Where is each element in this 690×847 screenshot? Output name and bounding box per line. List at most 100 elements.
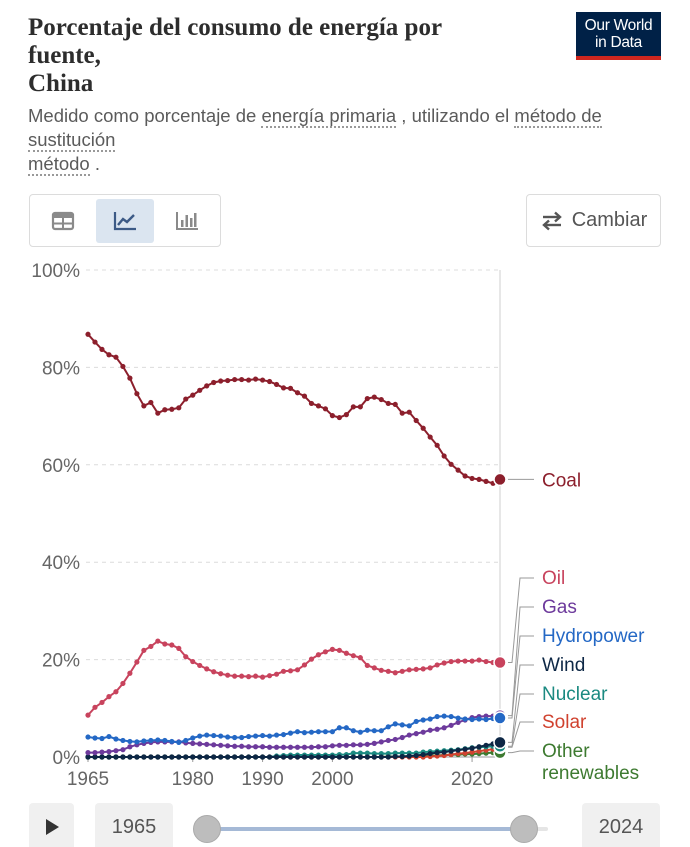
data-point: [218, 742, 224, 748]
tab-table[interactable]: [34, 199, 93, 243]
data-point: [280, 385, 287, 391]
subtitle-text-2: , utilizando el: [396, 105, 515, 126]
data-point: [246, 733, 252, 740]
data-point: [413, 731, 419, 737]
timeline-start-handle[interactable]: [193, 815, 221, 843]
data-point: [190, 740, 196, 746]
data-point: [322, 729, 329, 735]
timeline-track[interactable]: [208, 827, 524, 831]
data-point: [169, 754, 175, 760]
data-point: [148, 754, 154, 760]
data-point: [176, 405, 182, 411]
data-point: [434, 662, 440, 668]
data-point: [448, 658, 454, 665]
bar-chart-icon: [175, 212, 198, 230]
label-nuclear: Nuclear: [508, 684, 608, 747]
data-point: [406, 732, 412, 738]
data-point: [420, 717, 426, 723]
data-point: [392, 670, 398, 676]
start-year[interactable]: 1965: [95, 803, 173, 847]
data-point: [106, 754, 112, 760]
data-point: [420, 751, 426, 758]
data-point: [364, 750, 370, 756]
data-point: [357, 404, 363, 410]
data-point: [162, 737, 168, 744]
data-point: [469, 716, 475, 723]
play-icon: [45, 819, 59, 835]
data-point: [406, 409, 412, 415]
data-point: [211, 742, 217, 748]
label-connector: [508, 750, 534, 754]
series-oil: [85, 638, 507, 718]
data-point: [197, 733, 203, 739]
data-point: [239, 376, 245, 383]
data-point: [378, 754, 384, 760]
data-point: [378, 667, 384, 673]
timeline-end-handle[interactable]: [510, 815, 538, 843]
data-point: [99, 735, 105, 742]
data-point: [176, 754, 182, 760]
data-point: [127, 738, 133, 745]
data-point: [266, 378, 273, 385]
x-tick-label: 2000: [311, 769, 353, 790]
data-point: [427, 750, 433, 757]
tab-chart[interactable]: [95, 199, 155, 243]
data-point: [99, 749, 105, 755]
view-tabs: [29, 194, 221, 247]
data-point: [204, 754, 210, 760]
data-point: [183, 396, 189, 402]
data-point: [273, 671, 280, 677]
data-point: [120, 747, 126, 753]
primary-energy-link[interactable]: energía primaria: [261, 105, 397, 128]
data-point: [329, 646, 336, 652]
data-point: [162, 641, 168, 647]
data-point: [392, 721, 398, 727]
play-button[interactable]: [29, 803, 74, 847]
data-point: [469, 658, 475, 664]
data-point: [190, 735, 196, 741]
data-point: [315, 754, 322, 760]
data-point: [343, 650, 349, 656]
axes: 0% 20% 40% 60% 80% 100% 1965 1980 1990 2000 2020: [31, 261, 493, 790]
data-point: [462, 746, 468, 752]
data-point: [329, 729, 336, 735]
data-point: [441, 660, 447, 666]
series-label: Solar: [542, 712, 587, 733]
data-point: [308, 744, 315, 750]
data-point: [197, 754, 203, 760]
line-chart-icon: [113, 212, 136, 231]
data-point: [455, 719, 461, 726]
data-point: [448, 722, 454, 728]
method-link[interactable]: método: [28, 153, 90, 176]
data-point: [266, 744, 273, 750]
data-point: [106, 733, 112, 740]
data-point: [385, 754, 391, 760]
table-icon: [52, 211, 75, 231]
data-point: [141, 738, 147, 744]
timeline-controls: 1965 2024: [0, 800, 690, 847]
data-point: [434, 713, 440, 720]
series-line: [88, 714, 501, 754]
substitution-method-link[interactable]: método de sustitución: [28, 105, 602, 152]
data-point: [427, 716, 433, 722]
series-label: Other: [542, 741, 590, 762]
owid-logo[interactable]: Our World in Data: [576, 12, 661, 60]
data-point: [85, 734, 91, 740]
tab-bar[interactable]: [157, 199, 216, 243]
data-point: [385, 724, 391, 730]
data-point: [343, 742, 349, 748]
data-point: [113, 736, 119, 742]
data-point: [371, 665, 377, 671]
data-point: [357, 655, 363, 661]
end-year[interactable]: 2024: [582, 803, 660, 847]
data-point: [232, 743, 238, 749]
end-point: [493, 655, 507, 670]
data-point: [427, 727, 433, 733]
data-point: [378, 396, 384, 403]
data-point: [225, 672, 231, 678]
y-tick-label: 40%: [42, 553, 80, 574]
data-point: [127, 375, 133, 381]
switch-button[interactable]: Cambiar: [526, 194, 661, 247]
data-point: [134, 659, 140, 665]
data-point: [385, 737, 391, 744]
